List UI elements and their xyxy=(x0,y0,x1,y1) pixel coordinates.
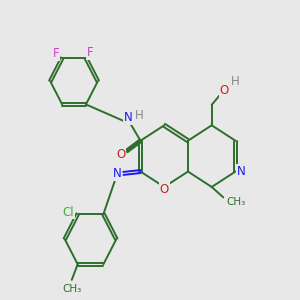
Text: N: N xyxy=(113,167,122,180)
Text: O: O xyxy=(116,148,125,160)
Text: O: O xyxy=(160,183,169,196)
Text: F: F xyxy=(87,46,93,59)
Text: Cl: Cl xyxy=(63,206,74,219)
Text: CH₃: CH₃ xyxy=(226,197,245,207)
Text: O: O xyxy=(219,84,229,97)
Text: N: N xyxy=(237,165,246,178)
Text: F: F xyxy=(53,47,59,60)
Text: H: H xyxy=(134,109,143,122)
Text: N: N xyxy=(124,111,132,124)
Text: CH₃: CH₃ xyxy=(62,284,81,294)
Text: H: H xyxy=(230,75,239,88)
